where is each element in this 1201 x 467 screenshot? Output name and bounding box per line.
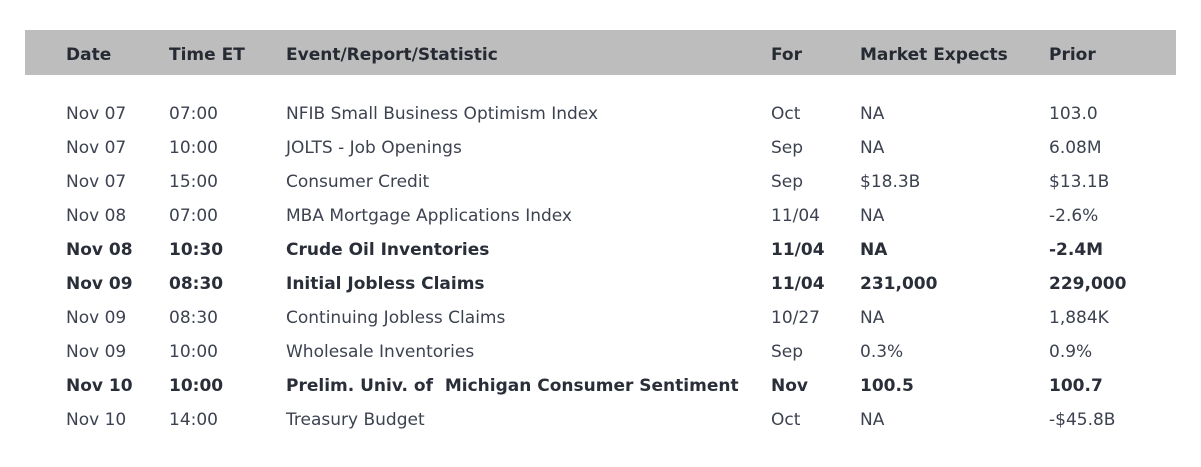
cell-time: 14:00 xyxy=(169,410,218,430)
cell-market-expects: NA xyxy=(860,104,885,124)
cell-for: 10/27 xyxy=(771,308,820,328)
header-date: Date xyxy=(66,45,112,65)
cell-time: 10:30 xyxy=(169,240,224,260)
cell-for: Sep xyxy=(771,342,804,362)
cell-event: MBA Mortgage Applications Index xyxy=(286,206,572,226)
table-row: Nov 10 10:00 Prelim. Univ. of Michigan C… xyxy=(25,369,1176,403)
cell-event: Wholesale Inventories xyxy=(286,342,475,362)
cell-prior: -$45.8B xyxy=(1049,410,1116,430)
cell-time: 08:30 xyxy=(169,308,218,328)
cell-for: Oct xyxy=(771,410,801,430)
table-row: Nov 08 10:30 Crude Oil Inventories 11/04… xyxy=(25,233,1176,267)
cell-market-expects: 0.3% xyxy=(860,342,904,362)
cell-event: Consumer Credit xyxy=(286,172,430,192)
cell-prior: -2.6% xyxy=(1049,206,1099,226)
cell-date: Nov 07 xyxy=(66,104,127,124)
cell-date: Nov 09 xyxy=(66,342,127,362)
cell-market-expects: 231,000 xyxy=(860,274,938,294)
cell-date: Nov 07 xyxy=(66,138,127,158)
cell-for: 11/04 xyxy=(771,206,820,226)
cell-time: 07:00 xyxy=(169,104,218,124)
cell-date: Nov 10 xyxy=(66,410,127,430)
cell-date: Nov 09 xyxy=(66,308,127,328)
cell-event: Initial Jobless Claims xyxy=(286,274,485,294)
table-row: Nov 07 07:00 NFIB Small Business Optimis… xyxy=(25,97,1176,131)
cell-market-expects: NA xyxy=(860,206,885,226)
table-row: Nov 09 10:00 Wholesale Inventories Sep 0… xyxy=(25,335,1176,369)
cell-prior: 100.7 xyxy=(1049,376,1103,396)
cell-time: 15:00 xyxy=(169,172,218,192)
cell-date: Nov 10 xyxy=(66,376,133,396)
cell-prior: 103.0 xyxy=(1049,104,1098,124)
header-time: Time ET xyxy=(169,45,245,65)
cell-date: Nov 07 xyxy=(66,172,127,192)
cell-market-expects: NA xyxy=(860,410,885,430)
cell-for: 11/04 xyxy=(771,240,825,260)
cell-prior: 0.9% xyxy=(1049,342,1093,362)
cell-event: Crude Oil Inventories xyxy=(286,240,490,260)
cell-date: Nov 08 xyxy=(66,206,127,226)
cell-market-expects: NA xyxy=(860,138,885,158)
economic-calendar-table: Date Time ET Event/Report/Statistic For … xyxy=(25,30,1176,430)
header-prior: Prior xyxy=(1049,45,1096,65)
table-row: Nov 10 14:00 Treasury Budget Oct NA -$45… xyxy=(25,403,1176,437)
cell-event: Treasury Budget xyxy=(286,410,425,430)
cell-time: 10:00 xyxy=(169,342,218,362)
table-row: Nov 07 15:00 Consumer Credit Sep $18.3B … xyxy=(25,165,1176,199)
cell-for: Nov xyxy=(771,376,808,396)
cell-prior: -2.4M xyxy=(1049,240,1104,260)
cell-date: Nov 08 xyxy=(66,240,133,260)
cell-prior: 1,884K xyxy=(1049,308,1109,328)
cell-event: JOLTS - Job Openings xyxy=(286,138,462,158)
cell-for: 11/04 xyxy=(771,274,825,294)
cell-time: 07:00 xyxy=(169,206,218,226)
table-row: Nov 08 07:00 MBA Mortgage Applications I… xyxy=(25,199,1176,233)
cell-for: Oct xyxy=(771,104,801,124)
header-for: For xyxy=(771,45,802,65)
cell-event: Prelim. Univ. of Michigan Consumer Senti… xyxy=(286,376,739,396)
cell-event: NFIB Small Business Optimism Index xyxy=(286,104,599,124)
cell-time: 10:00 xyxy=(169,138,218,158)
cell-for: Sep xyxy=(771,138,804,158)
cell-prior: 229,000 xyxy=(1049,274,1127,294)
cell-market-expects: NA xyxy=(860,240,888,260)
cell-date: Nov 09 xyxy=(66,274,133,294)
table-row: Nov 09 08:30 Initial Jobless Claims 11/0… xyxy=(25,267,1176,301)
table-header: Date Time ET Event/Report/Statistic For … xyxy=(25,30,1176,75)
header-event: Event/Report/Statistic xyxy=(286,45,498,65)
cell-prior: 6.08M xyxy=(1049,138,1102,158)
cell-event: Continuing Jobless Claims xyxy=(286,308,506,328)
cell-market-expects: NA xyxy=(860,308,885,328)
cell-market-expects: 100.5 xyxy=(860,376,914,396)
header-market-expects: Market Expects xyxy=(860,45,1008,65)
cell-time: 10:00 xyxy=(169,376,224,396)
table-row: Nov 09 08:30 Continuing Jobless Claims 1… xyxy=(25,301,1176,335)
cell-prior: $13.1B xyxy=(1049,172,1110,192)
cell-for: Sep xyxy=(771,172,804,192)
cell-market-expects: $18.3B xyxy=(860,172,921,192)
table-body: Nov 07 07:00 NFIB Small Business Optimis… xyxy=(25,97,1176,437)
cell-time: 08:30 xyxy=(169,274,224,294)
table-row: Nov 07 10:00 JOLTS - Job Openings Sep NA… xyxy=(25,131,1176,165)
